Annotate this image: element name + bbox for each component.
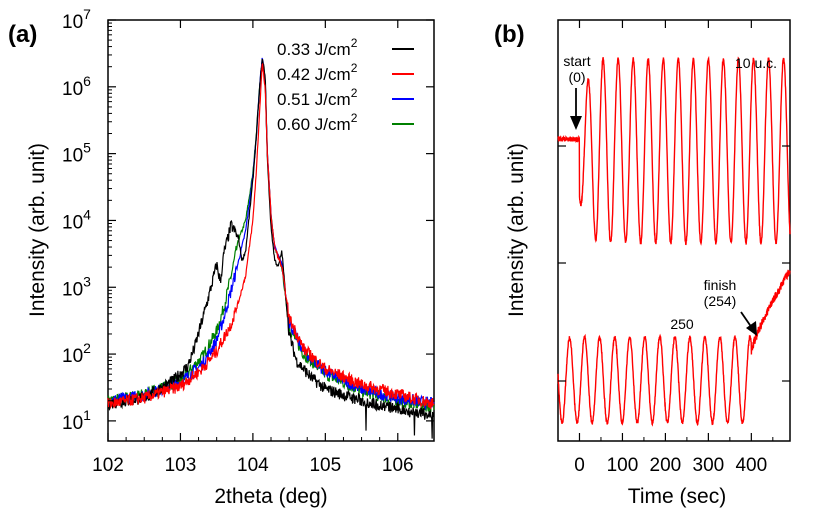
x-tick-label: 100 — [607, 455, 639, 476]
panel-a-series-group — [107, 57, 435, 439]
y-tick-label: 105 — [62, 140, 91, 167]
panel-b-y-ticks — [558, 145, 790, 382]
start-arrow-head — [570, 116, 582, 130]
y-tick-label: 101 — [62, 407, 91, 434]
panel-a-y-axis-title: Intensity (arb. unit) — [26, 143, 49, 317]
annotation-start: start — [563, 53, 590, 69]
y-tick-label: 107 — [62, 6, 91, 33]
series-line-2 — [107, 57, 435, 411]
legend-label: 0.42 J/cm2 — [277, 61, 358, 84]
legend-label: 0.33 J/cm2 — [277, 36, 358, 59]
y-tick-label: 104 — [62, 206, 91, 233]
panel-a-x-ticks: 102 103 104 105 106 — [92, 20, 414, 476]
panel-a-x-axis-title: 2theta (deg) — [214, 485, 327, 508]
x-tick-label: 200 — [650, 455, 682, 476]
panel-b-y-axis-title: Intensity (arb. unit) — [505, 143, 528, 317]
annotation-finish: finish — [704, 277, 737, 293]
annotation-10-uc: 10 u.c. — [735, 55, 777, 71]
series-line-0 — [107, 58, 435, 439]
series-line-1 — [107, 62, 435, 410]
x-tick-label: 106 — [382, 455, 414, 476]
panel-a-y-ticks: 101 102 103 104 105 106 107 — [62, 6, 434, 434]
x-tick-label: 300 — [693, 455, 725, 476]
x-tick-label: 400 — [735, 455, 767, 476]
x-tick-label: 102 — [92, 455, 124, 476]
x-tick-label: 104 — [237, 455, 269, 476]
x-tick-label: 103 — [165, 455, 197, 476]
y-tick-label: 103 — [62, 273, 91, 300]
panel-b-x-axis-title: Time (sec) — [628, 485, 726, 508]
panel-b-series-group — [557, 55, 791, 427]
top-trace-line — [557, 55, 791, 246]
panel-b-label: (b) — [494, 21, 525, 48]
panel-a-label: (a) — [8, 21, 37, 48]
x-tick-label: 105 — [309, 455, 341, 476]
y-tick-label: 102 — [62, 340, 91, 367]
annotation-finish-value: (254) — [704, 293, 737, 309]
annotation-250: 250 — [670, 316, 694, 332]
panel-b-x-ticks: 0 100 200 300 400 — [557, 20, 774, 476]
finish-arrow-head — [746, 321, 757, 336]
series-line-3 — [107, 60, 435, 413]
legend-label: 0.60 J/cm2 — [277, 111, 358, 134]
legend-label: 0.51 J/cm2 — [277, 86, 358, 109]
panel-b: 0 100 200 300 400 Time (sec) Intensity (arb.… — [505, 19, 791, 508]
annotation-start-value: (0) — [568, 69, 585, 85]
x-tick-label: 0 — [574, 455, 585, 476]
y-tick-label: 106 — [62, 73, 91, 100]
bottom-trace-line — [557, 269, 791, 427]
